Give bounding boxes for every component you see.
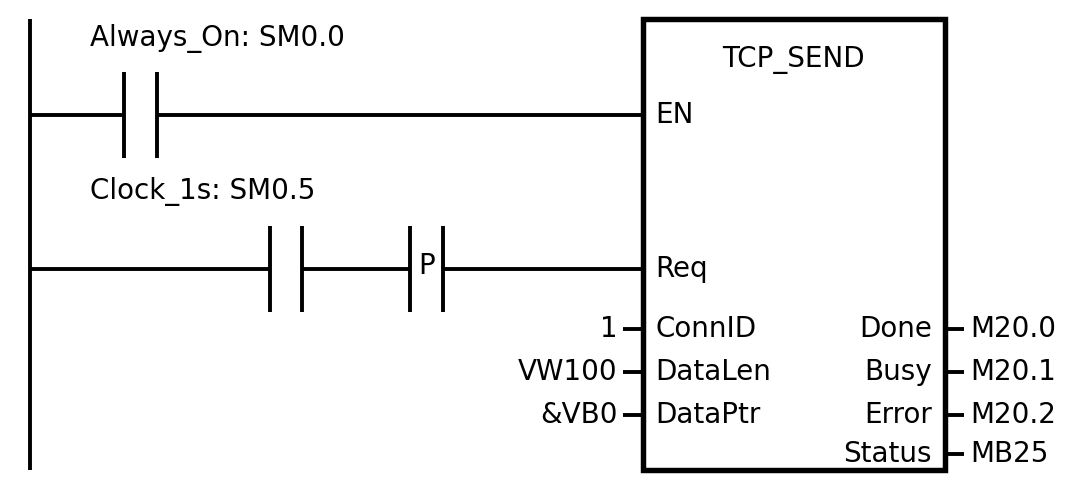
Text: Req: Req <box>656 255 708 283</box>
Text: Error: Error <box>864 401 932 429</box>
Text: Always_On: SM0.0: Always_On: SM0.0 <box>90 24 345 53</box>
Bar <box>643 19 945 470</box>
Text: M20.2: M20.2 <box>970 401 1056 429</box>
Text: M20.1: M20.1 <box>970 358 1056 386</box>
Text: Done: Done <box>860 315 932 343</box>
Text: DataPtr: DataPtr <box>656 401 761 429</box>
Text: ConnID: ConnID <box>656 315 757 343</box>
Text: VW100: VW100 <box>518 358 618 386</box>
Text: 1: 1 <box>600 315 618 343</box>
Text: Clock_1s: SM0.5: Clock_1s: SM0.5 <box>90 178 315 206</box>
Text: &VB0: &VB0 <box>540 401 618 429</box>
Text: Status: Status <box>843 440 932 468</box>
Text: Busy: Busy <box>864 358 932 386</box>
Text: M20.0: M20.0 <box>970 315 1056 343</box>
Text: MB25: MB25 <box>970 440 1049 468</box>
Text: DataLen: DataLen <box>656 358 771 386</box>
Text: EN: EN <box>656 101 694 129</box>
Text: P: P <box>418 252 435 280</box>
Text: TCP_SEND: TCP_SEND <box>723 46 865 73</box>
